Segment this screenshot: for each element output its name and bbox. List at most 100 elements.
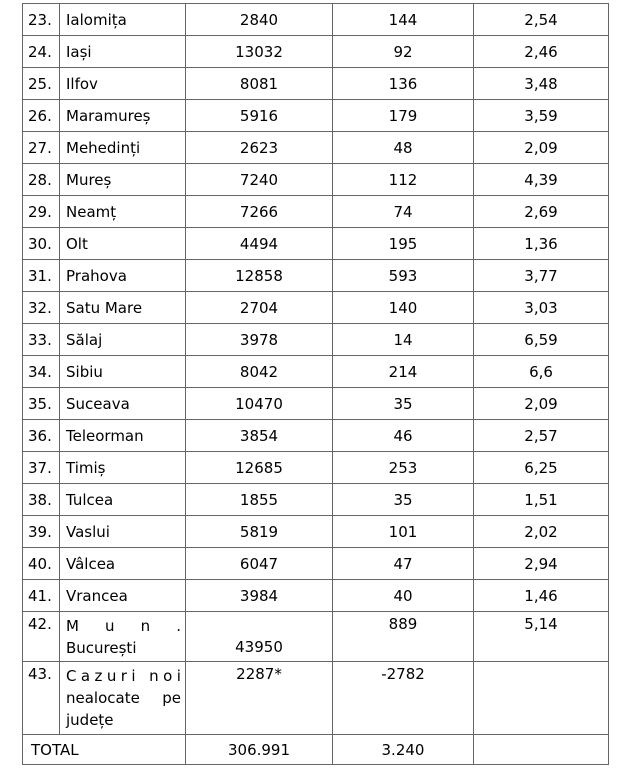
table-row: 35. Suceava 10470 35 2,09 — [22, 387, 609, 420]
table-row: 31. Prahova 12858 593 3,77 — [22, 259, 609, 292]
table-row: 41. Vrancea 3984 40 1,46 — [22, 579, 609, 612]
row-number-cell: 30. — [22, 227, 60, 260]
value-cell: -2782 — [332, 661, 474, 735]
value-cell: 2704 — [185, 291, 333, 324]
value-cell: 2,02 — [473, 515, 609, 548]
value-cell: 1,51 — [473, 483, 609, 516]
value-cell: 214 — [332, 355, 474, 388]
county-name-cell: Prahova — [59, 259, 186, 292]
county-name-cell: Mureș — [59, 163, 186, 196]
value-cell: 3,59 — [473, 99, 609, 132]
value-cell — [473, 661, 609, 735]
value-cell: 6,59 — [473, 323, 609, 356]
value-cell: 1855 — [185, 483, 333, 516]
value-cell: 1,36 — [473, 227, 609, 260]
table-row: 32. Satu Mare 2704 140 3,03 — [22, 291, 609, 324]
value-cell: 10470 — [185, 387, 333, 420]
county-name-cell: Teleorman — [59, 419, 186, 452]
county-name-cell: Suceava — [59, 387, 186, 420]
value-cell: 179 — [332, 99, 474, 132]
value-cell: 112 — [332, 163, 474, 196]
value-cell: 12858 — [185, 259, 333, 292]
value-cell: 4,39 — [473, 163, 609, 196]
value-cell: 3854 — [185, 419, 333, 452]
table-footer: TOTAL 306.991 3.240 — [22, 734, 609, 765]
row-number-cell: 36. — [22, 419, 60, 452]
row-number-cell: 41. — [22, 579, 60, 612]
value-cell: 13032 — [185, 35, 333, 68]
table-row: 24. Iași 13032 92 2,46 — [22, 35, 609, 68]
row-number-cell: 39. — [22, 515, 60, 548]
total-value-cell-1: 306.991 — [185, 734, 333, 765]
value-cell: 2,57 — [473, 419, 609, 452]
value-cell: 2,94 — [473, 547, 609, 580]
value-cell: 1,46 — [473, 579, 609, 612]
table-row: 38. Tulcea 1855 35 1,51 — [22, 483, 609, 516]
county-name-cell: Olt — [59, 227, 186, 260]
row-number-cell: 34. — [22, 355, 60, 388]
county-name-cell: Neamț — [59, 195, 186, 228]
table-row: 40. Vâlcea 6047 47 2,94 — [22, 547, 609, 580]
row-number-cell: 28. — [22, 163, 60, 196]
county-statistics-table: 23. Ialomița 2840 144 2,54 24. Iași 13032 92 2,46… — [22, 3, 609, 765]
value-cell: 2,09 — [473, 131, 609, 164]
value-cell: 253 — [332, 451, 474, 484]
value-cell: 92 — [332, 35, 474, 68]
row-number-cell: 38. — [22, 483, 60, 516]
county-name-cell: Mehedinți — [59, 131, 186, 164]
table-row: 36. Teleorman 3854 46 2,57 — [22, 419, 609, 452]
value-cell: 14 — [332, 323, 474, 356]
value-cell: 7240 — [185, 163, 333, 196]
value-cell: 101 — [332, 515, 474, 548]
county-name-cell: Vâlcea — [59, 547, 186, 580]
value-cell: 5,14 — [473, 611, 609, 662]
table-row: 37. Timiș 12685 253 6,25 — [22, 451, 609, 484]
county-name-cell: Maramureș — [59, 99, 186, 132]
value-cell: 3,48 — [473, 67, 609, 100]
row-number-cell: 29. — [22, 195, 60, 228]
value-cell: 4494 — [185, 227, 333, 260]
row-number-cell: 32. — [22, 291, 60, 324]
county-name-cell: Tulcea — [59, 483, 186, 516]
county-name-cell: Satu Mare — [59, 291, 186, 324]
value-cell: 35 — [332, 483, 474, 516]
value-cell: 2,46 — [473, 35, 609, 68]
total-label-cell: TOTAL — [22, 734, 186, 765]
value-cell: 74 — [332, 195, 474, 228]
row-number-cell: 31. — [22, 259, 60, 292]
county-name-cell: Vaslui — [59, 515, 186, 548]
value-cell: 3,77 — [473, 259, 609, 292]
total-row: TOTAL 306.991 3.240 — [22, 734, 609, 765]
value-cell: 5819 — [185, 515, 333, 548]
value-cell: 6,25 — [473, 451, 609, 484]
county-name-cell: Vrancea — [59, 579, 186, 612]
row-number-cell: 23. — [22, 3, 60, 36]
table-body: 23. Ialomița 2840 144 2,54 24. Iași 13032 92 2,46… — [22, 3, 609, 735]
value-cell: 43950 — [185, 611, 333, 662]
value-cell: 35 — [332, 387, 474, 420]
table-row: 39. Vaslui 5819 101 2,02 — [22, 515, 609, 548]
county-name-cell: Timiș — [59, 451, 186, 484]
value-cell: 2,54 — [473, 3, 609, 36]
county-name-cell: Sibiu — [59, 355, 186, 388]
row-number-cell: 33. — [22, 323, 60, 356]
table-row: 29. Neamț 7266 74 2,69 — [22, 195, 609, 228]
row-number-cell: 27. — [22, 131, 60, 164]
value-cell: 2623 — [185, 131, 333, 164]
county-name-line: nealocate pe — [66, 689, 181, 707]
row-number-cell: 26. — [22, 99, 60, 132]
value-cell: 3984 — [185, 579, 333, 612]
total-value-cell-2: 3.240 — [332, 734, 474, 765]
value-cell: 7266 — [185, 195, 333, 228]
value-cell: 144 — [332, 3, 474, 36]
table-row: 27. Mehedinți 2623 48 2,09 — [22, 131, 609, 164]
value-cell: 2,09 — [473, 387, 609, 420]
value-cell: 46 — [332, 419, 474, 452]
value-cell: 5916 — [185, 99, 333, 132]
table-row: 26. Maramureș 5916 179 3,59 — [22, 99, 609, 132]
